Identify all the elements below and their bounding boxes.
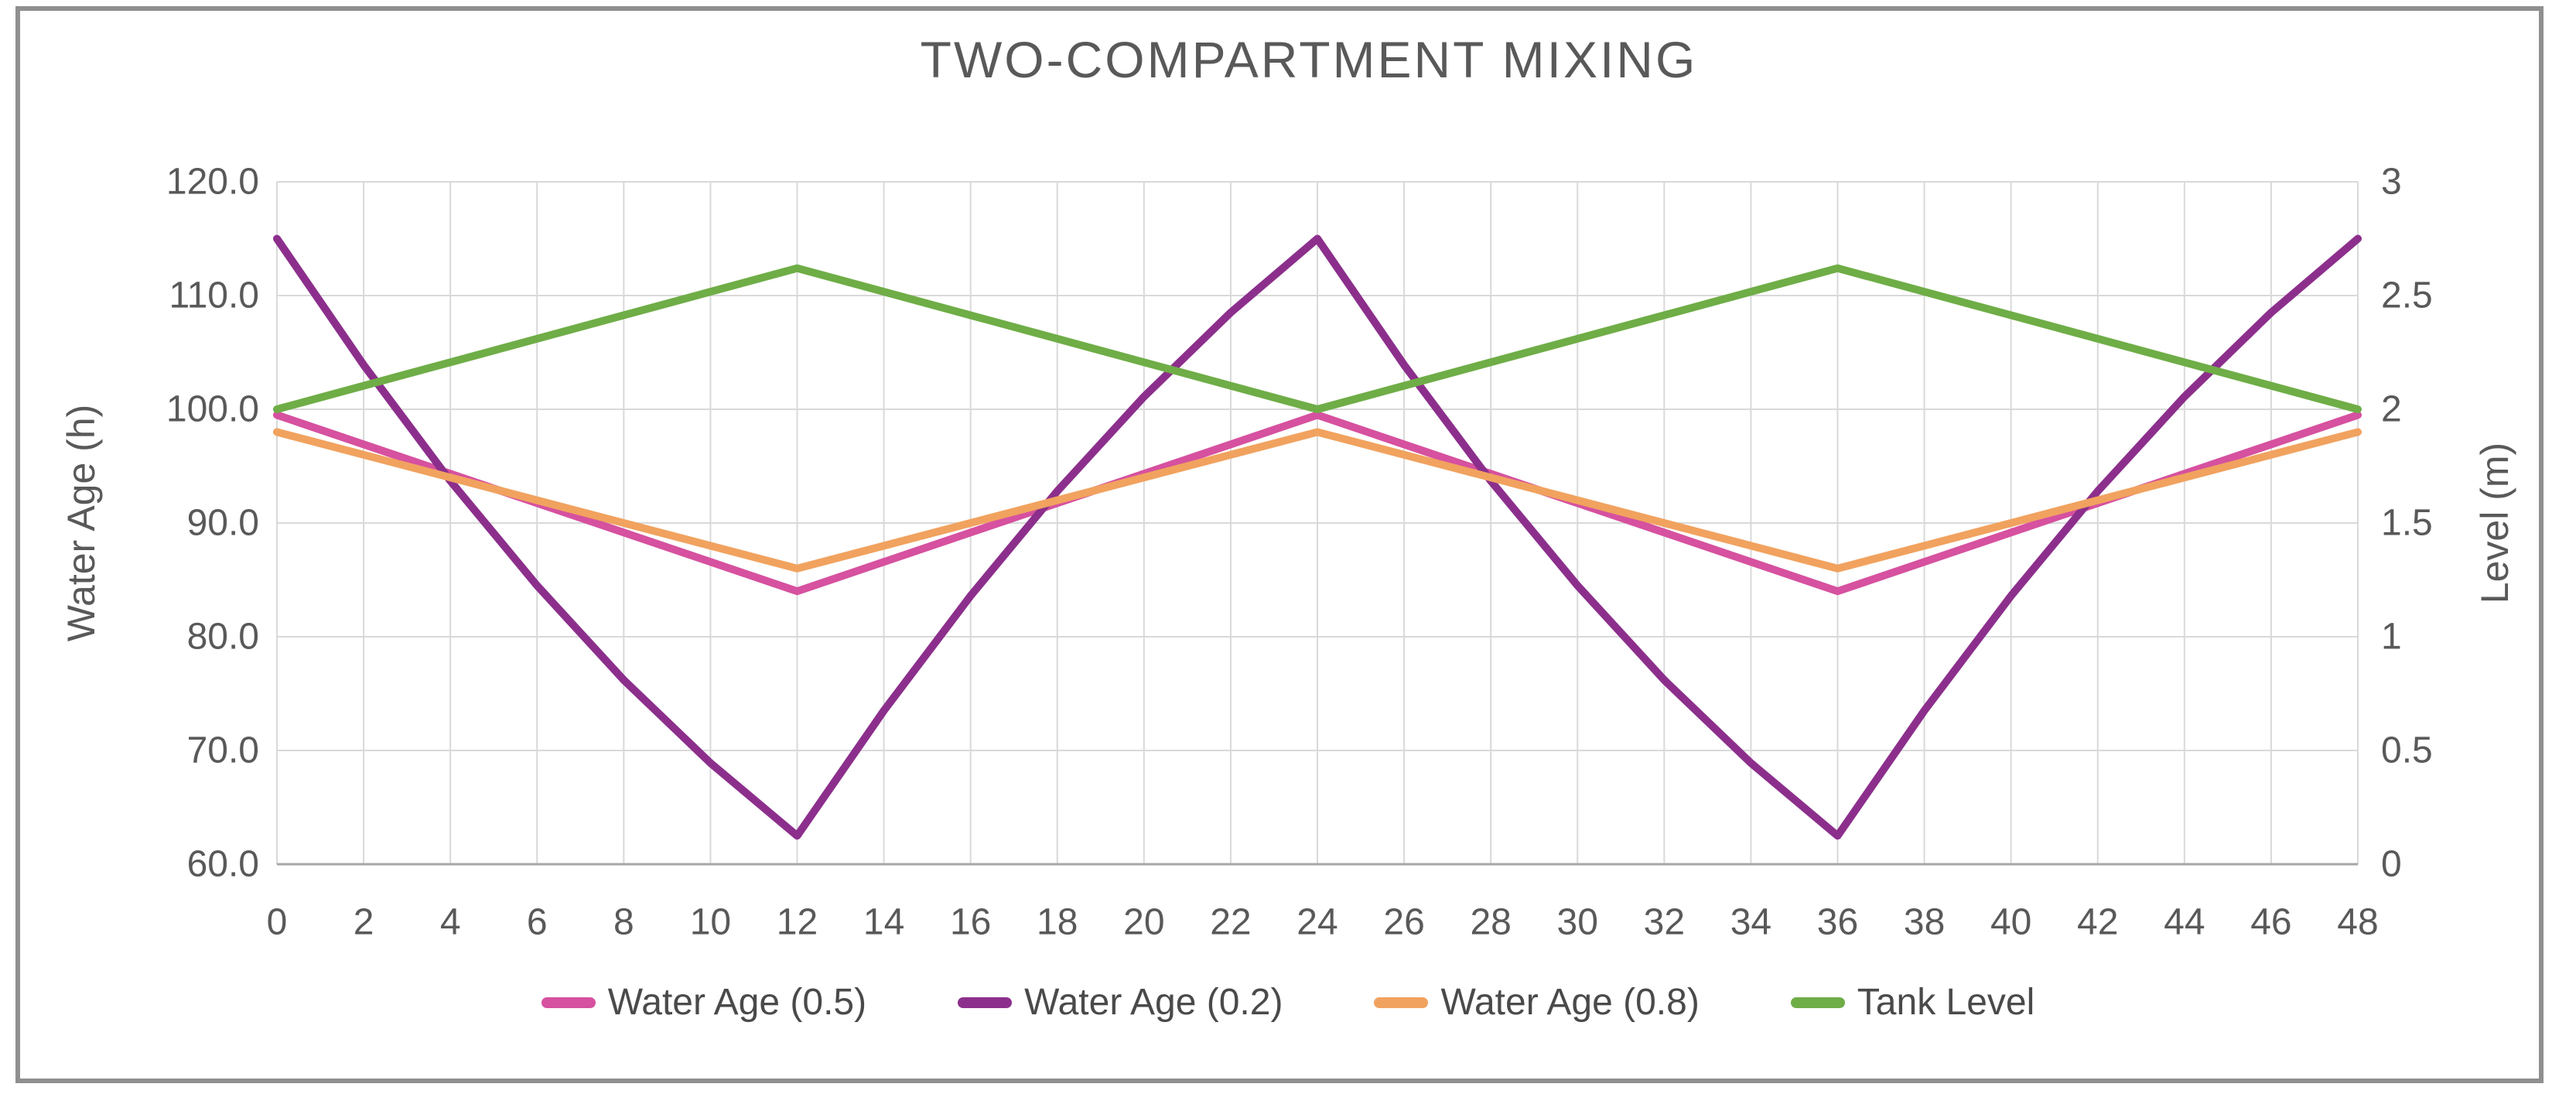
x-tick-label: 32: [1644, 902, 1685, 943]
series-layer: [273, 234, 2362, 840]
right-tick-label: 1.5: [2381, 503, 2433, 544]
left-tick-label: 110.0: [169, 275, 259, 316]
x-tick-label: 6: [527, 902, 548, 943]
legend-swatch-tank-level: [1790, 997, 1845, 1008]
x-tick-label: 2: [354, 902, 374, 943]
left-axis-title: Water Age (h): [60, 405, 103, 642]
x-tick-label: 28: [1470, 902, 1511, 943]
series-line-tank-level[interactable]: [273, 264, 2362, 413]
x-tick-label: 42: [2077, 902, 2118, 943]
legend-item-water-age-0.8[interactable]: Water Age (0.8): [1374, 981, 1700, 1024]
legend-swatch-water-age-0.2: [958, 997, 1013, 1008]
legend-label: Water Age (0.8): [1440, 982, 1700, 1023]
x-tick-label: 34: [1730, 902, 1771, 943]
x-tick-label: 22: [1210, 902, 1251, 943]
right-tick-label: 0.5: [2381, 730, 2433, 771]
legend-item-water-age-0.5[interactable]: Water Age (0.5): [541, 981, 867, 1024]
left-tick-label: 70.0: [187, 730, 259, 771]
legend-label: Water Age (0.5): [607, 982, 867, 1023]
legend-label: Tank Level: [1857, 982, 2035, 1023]
chart-title: TWO-COMPARTMENT MIXING: [921, 31, 1698, 88]
left-tick-label: 60.0: [187, 844, 259, 885]
series-line-water-age-0.2[interactable]: [273, 234, 2362, 840]
chart-frame: [15, 6, 2544, 1083]
x-tick-label: 18: [1037, 902, 1078, 943]
x-tick-label: 4: [440, 902, 461, 943]
x-tick-label: 14: [863, 902, 904, 943]
x-tick-label: 40: [1990, 902, 2031, 943]
series-line-water-age-0.8[interactable]: [273, 428, 2362, 573]
right-tick-label: 2.5: [2381, 275, 2433, 316]
left-tick-label: 100.0: [166, 389, 259, 430]
right-tick-label: 3: [2381, 162, 2402, 203]
right-tick-label: 0: [2381, 844, 2402, 885]
x-tick-label: 0: [267, 902, 288, 943]
left-tick-label: 120.0: [166, 162, 259, 203]
x-tick-label: 8: [613, 902, 634, 943]
x-tick-label: 12: [777, 902, 818, 943]
x-tick-label: 46: [2250, 902, 2291, 943]
left-tick-label: 80.0: [187, 617, 259, 658]
tick-layer: 0 2 4 6 8 10 12 14 16 18 20 22 24 26 28 30 32 34 36 38 40 42 4…: [166, 162, 2433, 943]
chart-legend: Water Age (0.5) Water Age (0.2) Water Age …: [0, 981, 2576, 1024]
grid-layer: [276, 181, 2359, 866]
left-tick-label: 90.0: [187, 503, 259, 544]
x-tick-label: 24: [1297, 902, 1338, 943]
x-tick-label: 44: [2164, 902, 2205, 943]
legend-swatch-water-age-0.5: [541, 997, 596, 1008]
legend-item-water-age-0.2[interactable]: Water Age (0.2): [958, 981, 1283, 1024]
legend-label: Water Age (0.2): [1024, 982, 1283, 1023]
x-tick-label: 26: [1383, 902, 1424, 943]
x-tick-label: 16: [950, 902, 991, 943]
series-line-water-age-0.5[interactable]: [273, 411, 2362, 596]
x-tick-label: 48: [2337, 902, 2378, 943]
x-tick-label: 20: [1123, 902, 1164, 943]
legend-swatch-water-age-0.8: [1374, 997, 1429, 1008]
right-axis-title: Level (m): [2473, 443, 2516, 603]
x-tick-label: 38: [1904, 902, 1945, 943]
right-tick-label: 1: [2381, 617, 2402, 658]
x-tick-label: 30: [1557, 902, 1598, 943]
legend-item-tank-level[interactable]: Tank Level: [1790, 981, 2035, 1024]
x-tick-label: 10: [690, 902, 731, 943]
right-tick-label: 2: [2381, 389, 2402, 430]
x-tick-label: 36: [1817, 902, 1858, 943]
